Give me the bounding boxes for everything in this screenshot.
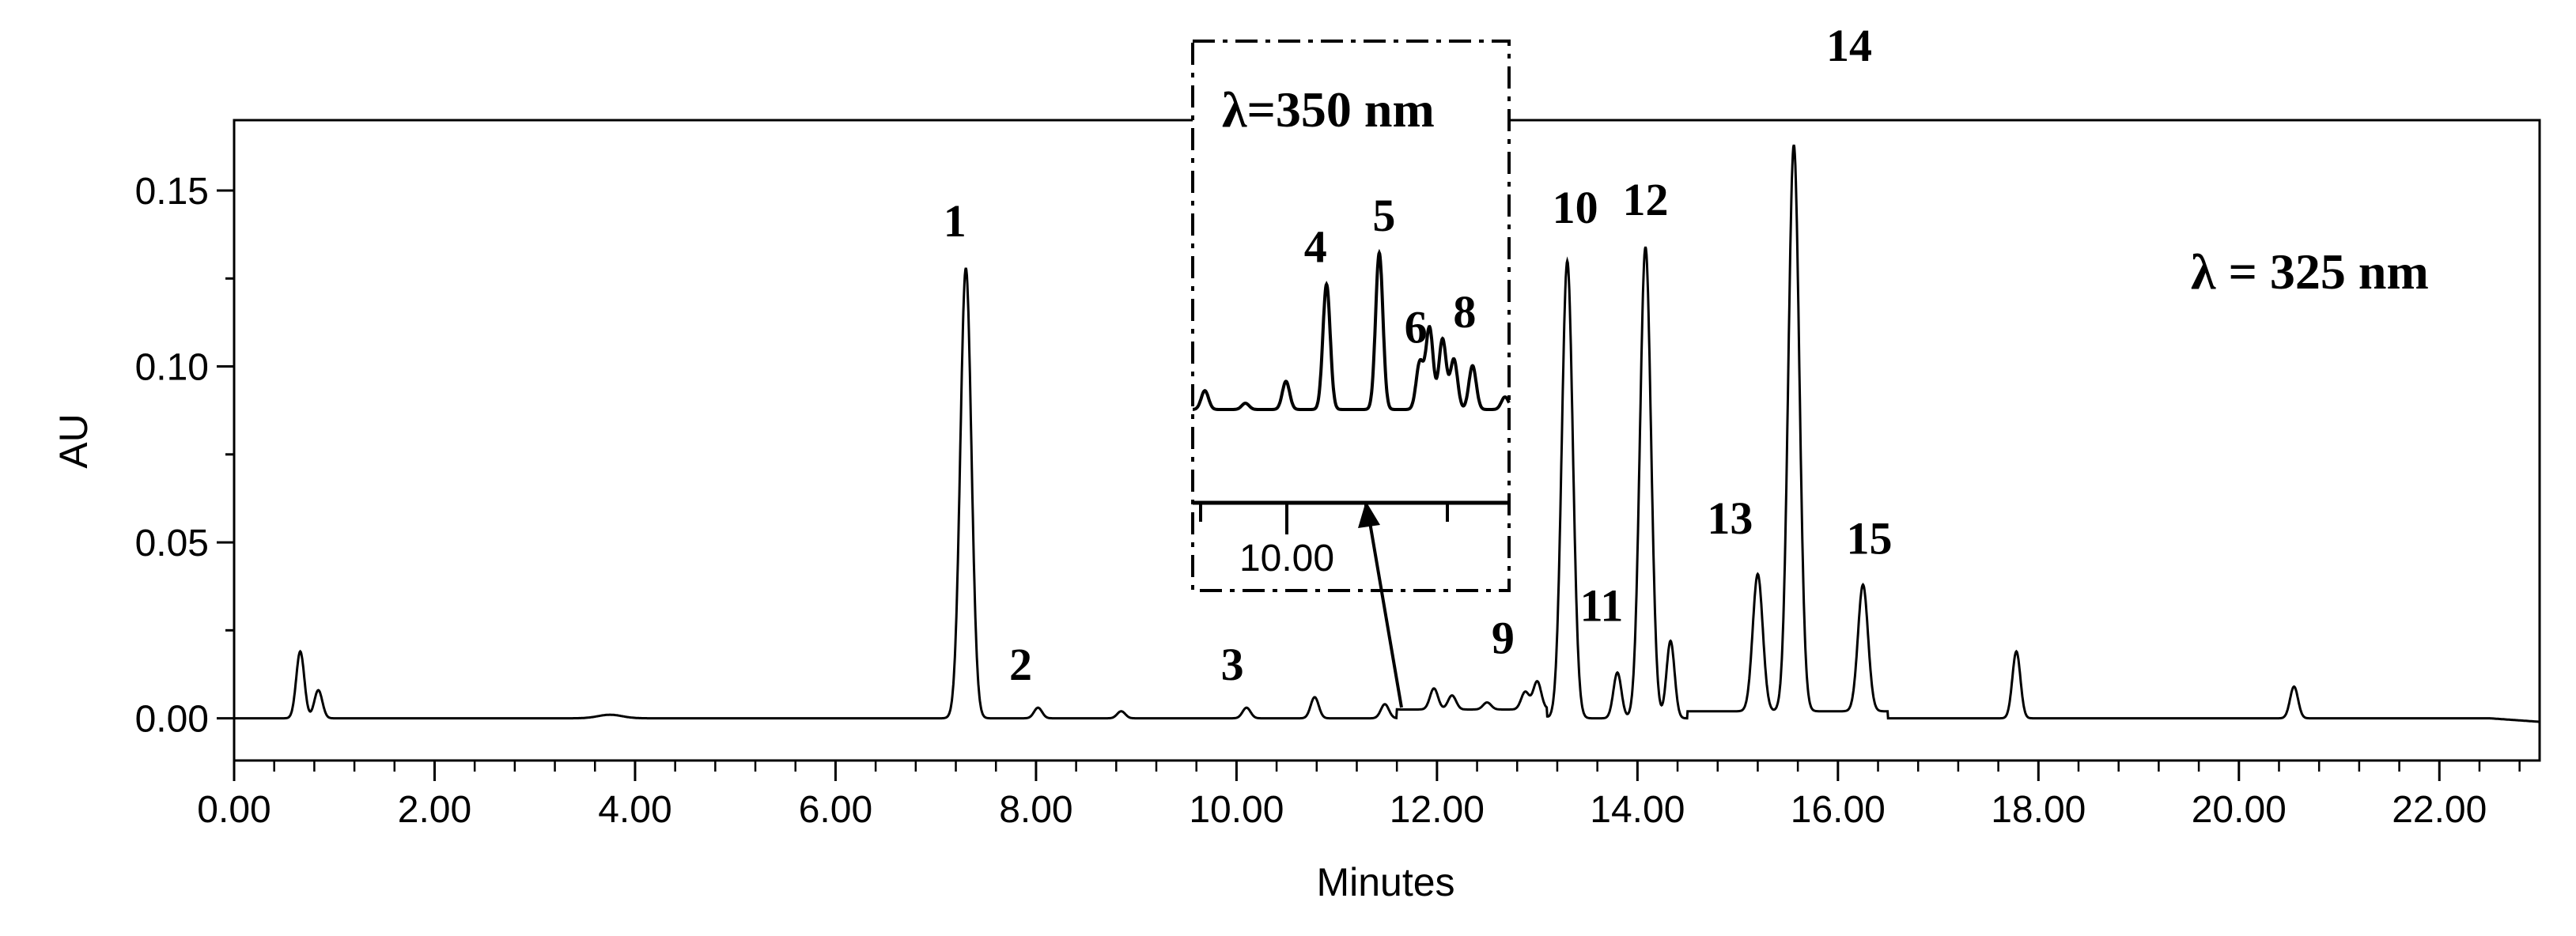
- peak-label: 9: [1492, 612, 1515, 663]
- y-axis: 0.00 0.05 0.10 0.15: [135, 171, 234, 741]
- y-tick-label: 0.05: [135, 523, 209, 564]
- x-tick-label: 18.00: [1991, 789, 2086, 831]
- inset-peak-label: 8: [1453, 286, 1476, 338]
- peak-label: 2: [1009, 639, 1032, 690]
- inset: λ=350 nm 45 6 8 10.00: [1191, 40, 1511, 592]
- inset-frame: [1191, 40, 1511, 592]
- inset-peak-labels: 45 6 8: [1304, 190, 1477, 353]
- x-tick-label: 0.00: [197, 789, 270, 831]
- y-tick-label: 0.15: [135, 171, 209, 213]
- y-tick-label: 0.00: [135, 699, 209, 741]
- x-tick-label: 4.00: [598, 789, 671, 831]
- x-tick-label: 14.00: [1590, 789, 1685, 831]
- peak-label: 3: [1221, 639, 1244, 690]
- x-axis-title: Minutes: [1316, 860, 1454, 904]
- chromatogram-trace: [234, 144, 2540, 723]
- peak-label: 15: [1847, 512, 1893, 564]
- inset-peak-label: 4: [1304, 221, 1327, 273]
- x-tick-label: 22.00: [2392, 789, 2487, 831]
- inset-wavelength-annotation: λ=350 nm: [1222, 81, 1435, 138]
- peak-label: 10: [1553, 182, 1598, 233]
- peak-label: 12: [1622, 174, 1668, 225]
- x-tick-label: 2.00: [398, 789, 471, 831]
- peak-label: 14: [1826, 20, 1872, 71]
- x-tick-label: 10.00: [1189, 789, 1284, 831]
- y-tick-label: 0.10: [135, 347, 209, 389]
- y-axis-title: AU: [51, 413, 96, 468]
- inset-peak-label: 5: [1372, 190, 1395, 241]
- x-axis: 0.00 2.00 4.00 6.00 8.00 10.00 12.00 14.00 16.00…: [197, 760, 2521, 831]
- x-tick-label: 12.00: [1390, 789, 1485, 831]
- peak-label: 1: [944, 195, 966, 247]
- x-tick-label: 6.00: [799, 789, 872, 831]
- peak-label: 13: [1707, 493, 1753, 544]
- x-tick-label: 8.00: [999, 789, 1072, 831]
- wavelength-annotation: λ = 325 nm: [2191, 243, 2429, 300]
- x-tick-label: 16.00: [1791, 789, 1886, 831]
- inset-trace: [1193, 248, 1511, 411]
- inset-pointer-arrow: [1358, 501, 1403, 708]
- inset-x-tick-label: 10.00: [1239, 538, 1334, 579]
- inset-peak-label: 6: [1405, 302, 1428, 353]
- x-tick-label: 20.00: [2192, 789, 2287, 831]
- peak-label: 11: [1580, 580, 1624, 632]
